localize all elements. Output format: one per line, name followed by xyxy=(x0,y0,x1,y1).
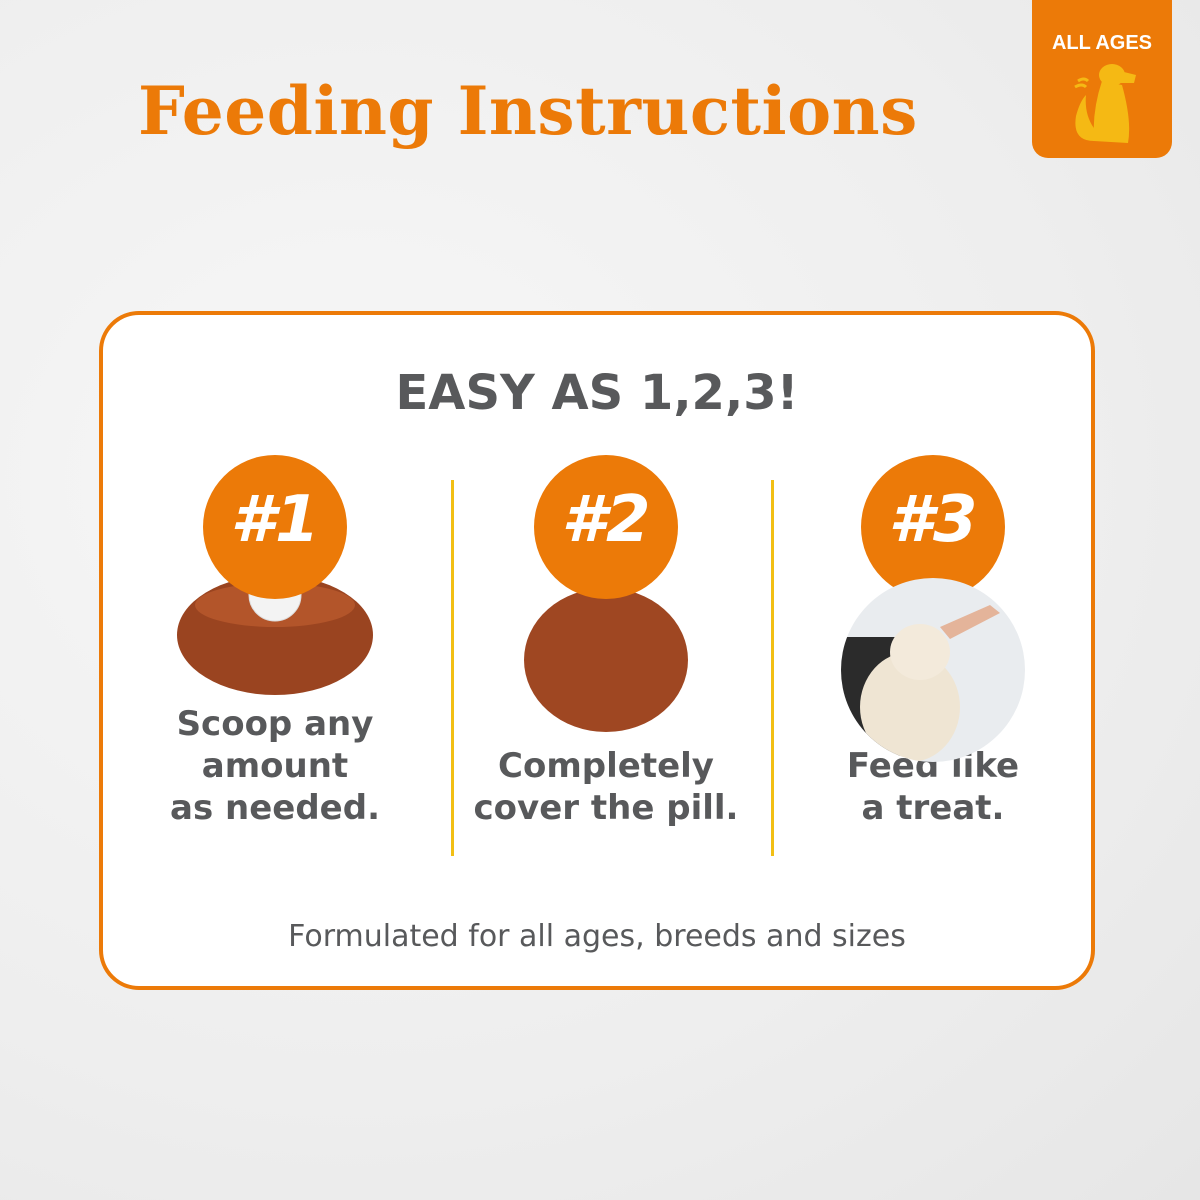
step-caption: Completely cover the pill. xyxy=(456,745,756,829)
badge-label: ALL AGES xyxy=(1051,32,1152,54)
step-number-badge: #2 xyxy=(534,455,678,599)
card-heading: EASY AS 1,2,3! xyxy=(395,365,799,421)
step-caption: Scoop any amount as needed. xyxy=(125,703,425,829)
page-title: Feeding Instructions xyxy=(138,72,918,150)
instructions-card: EASY AS 1,2,3! #1 Scoop any amount as ne… xyxy=(99,311,1095,990)
caption-line: cover the pill. xyxy=(473,788,739,828)
step-2: #2 Completely cover the pill. xyxy=(456,455,756,828)
caption-line: amount xyxy=(201,746,349,786)
step-divider xyxy=(451,480,454,856)
dog-eating-treat-photo xyxy=(841,578,1025,762)
footer-note: Formulated for all ages, breeds and size… xyxy=(288,919,906,954)
covered-paste-ball-image xyxy=(524,588,688,732)
step-1: #1 Scoop any amount as needed. xyxy=(125,455,425,828)
all-ages-badge: ALL AGES xyxy=(1032,0,1172,158)
caption-line: Completely xyxy=(498,746,714,786)
caption-line: as needed. xyxy=(170,788,380,828)
step-caption: Feed like a treat. xyxy=(783,745,1083,829)
sitting-dog-icon xyxy=(1074,64,1136,143)
step-number-badge: #1 xyxy=(203,455,347,599)
step-divider xyxy=(771,480,774,856)
step-number-badge: #3 xyxy=(861,455,1005,599)
caption-line: Scoop any xyxy=(176,704,374,744)
step-3: #3 Feed like a treat. xyxy=(783,455,1083,828)
caption-line: a treat. xyxy=(861,788,1005,828)
